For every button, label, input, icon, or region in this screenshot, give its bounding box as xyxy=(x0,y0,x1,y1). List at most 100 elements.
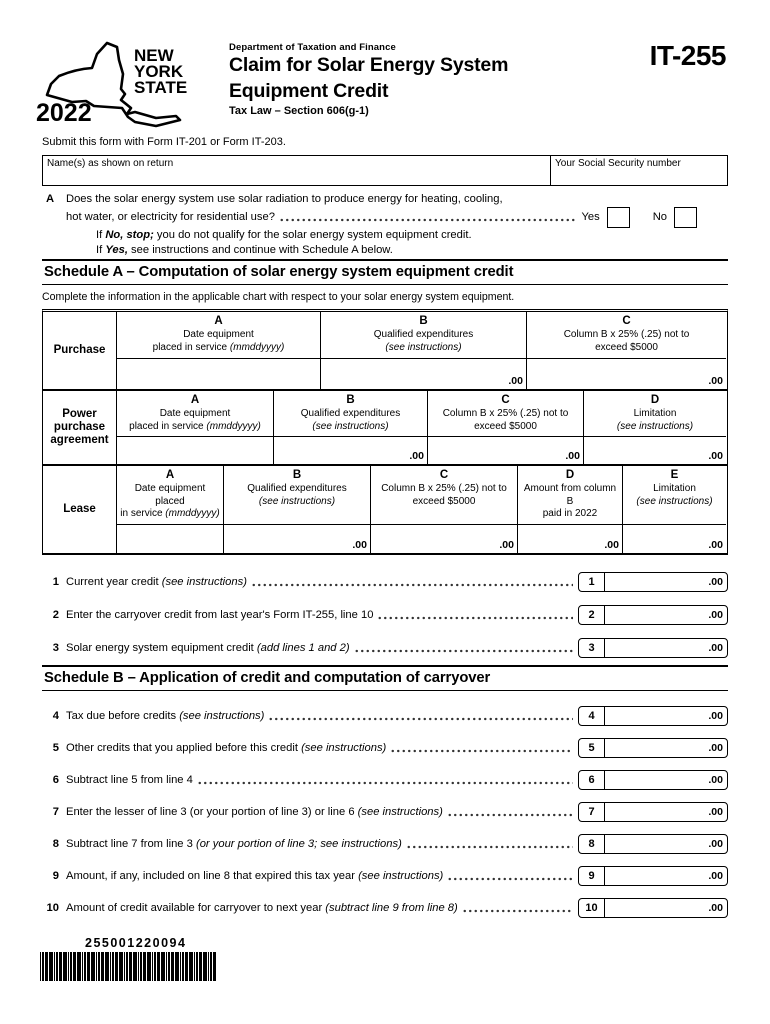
line-8: 8 Subtract line 7 from line 3 (or your p… xyxy=(42,834,728,854)
schedule-a-lines: 1 Current year credit (see instructions)… xyxy=(42,572,728,671)
line-10: 10 Amount of credit available for carryo… xyxy=(42,898,728,918)
lease-col-c-header: C Column B x 25% (.25) not to exceed $500… xyxy=(370,466,517,524)
line-9-label: Amount, if any, included on line 8 that … xyxy=(66,870,444,882)
ny-state-map-icon: NEW YORK STATE 2022 xyxy=(36,41,187,128)
line-5-box-number: 5 xyxy=(579,739,605,757)
dotted-leader xyxy=(250,582,573,587)
ppa-date-input[interactable] xyxy=(116,436,273,465)
nys-logo: NEW YORK STATE 2022 xyxy=(34,34,224,129)
line-7-box-number: 7 xyxy=(579,803,605,821)
ssn-field[interactable]: Your Social Security number xyxy=(550,156,727,185)
line-10-amount-box: 10 .00 xyxy=(578,898,728,918)
line-7-label: Enter the lesser of line 3 (or your port… xyxy=(66,806,443,818)
line-6-box-number: 6 xyxy=(579,771,605,789)
purchase-date-input[interactable] xyxy=(116,358,320,389)
line-5-amount-input[interactable]: .00 xyxy=(708,742,723,754)
ppa-col-d-header: D Limitation (see instructions) xyxy=(583,391,726,437)
line-6-amount-input[interactable]: .00 xyxy=(708,774,723,786)
ssn-field-label: Your Social Security number xyxy=(555,158,681,169)
line-7-amount-input[interactable]: .00 xyxy=(708,806,723,818)
line-8-number: 8 xyxy=(52,838,59,850)
purchase-expenditures-input[interactable]: .00 xyxy=(320,358,526,389)
tax-law-reference: Tax Law – Section 606(g-1) xyxy=(229,105,369,118)
line-8-amount-input[interactable]: .00 xyxy=(708,838,723,850)
line-5-number: 5 xyxy=(52,742,59,754)
dotted-leader xyxy=(377,615,573,620)
line-2-amount-input[interactable]: .00 xyxy=(708,609,723,621)
line-1-box-number: 1 xyxy=(579,573,605,591)
dotted-leader xyxy=(447,876,573,881)
line-8-amount-box: 8 .00 xyxy=(578,834,728,854)
purchase-col-c-header: C Column B x 25% (.25) not to exceed $500… xyxy=(526,312,726,358)
submit-instruction: Submit this form with Form IT-201 or For… xyxy=(42,136,286,148)
line-10-label: Amount of credit available for carryover… xyxy=(66,902,458,914)
name-field-label: Name(s) as shown on return xyxy=(47,158,174,169)
lease-expenditures-input[interactable]: .00 xyxy=(223,523,370,553)
line-6: 6 Subtract line 5 from line 4 6 .00 xyxy=(42,770,728,790)
line-5: 5 Other credits that you applied before … xyxy=(42,738,728,758)
line-8-label: Subtract line 7 from line 3 (or your por… xyxy=(66,838,402,850)
question-a-line1: Does the solar energy system use solar r… xyxy=(66,193,503,205)
purchase-credit-input[interactable]: .00 xyxy=(526,358,726,389)
line-2-amount-box: 2 .00 xyxy=(578,605,728,625)
lease-date-input[interactable] xyxy=(116,523,223,553)
purchase-col-a-header: A Date equipment placed in service (mmddy… xyxy=(116,312,320,358)
ppa-row-label: Power purchase agreement xyxy=(50,408,109,447)
line-2-number: 2 xyxy=(52,609,59,621)
lease-limitation-input[interactable]: .00 xyxy=(622,523,726,553)
svg-text:STATE: STATE xyxy=(134,78,187,97)
line-10-amount-input[interactable]: .00 xyxy=(708,902,723,914)
lease-credit-input[interactable]: .00 xyxy=(370,523,517,553)
line-7-number: 7 xyxy=(52,806,59,818)
line-9-amount-input[interactable]: .00 xyxy=(708,870,723,882)
line-6-amount-box: 6 .00 xyxy=(578,770,728,790)
dotted-leader xyxy=(405,844,573,849)
line-1-amount-input[interactable]: .00 xyxy=(708,576,723,588)
question-a-line2-text: hot water, or electricity for residentia… xyxy=(66,210,275,223)
question-a-note-yes: If Yes, see instructions and continue wi… xyxy=(96,243,393,256)
line-2-label: Enter the carryover credit from last yea… xyxy=(66,609,374,621)
ppa-limitation-input[interactable]: .00 xyxy=(583,436,726,465)
line-1-label: Current year credit (see instructions) xyxy=(66,576,247,588)
dotted-leader xyxy=(196,780,573,785)
line-7: 7 Enter the lesser of line 3 (or your po… xyxy=(42,802,728,822)
dotted-leader xyxy=(353,648,573,653)
dotted-leader xyxy=(446,812,573,817)
question-a-marker: A xyxy=(46,193,55,205)
lease-amount-paid-input[interactable]: .00 xyxy=(517,523,622,553)
purchase-col-b-header: B Qualified expenditures (see instruction… xyxy=(320,312,526,358)
no-label: No xyxy=(652,210,667,223)
line-4-box-number: 4 xyxy=(579,707,605,725)
schedule-b-heading: Schedule B – Application of credit and c… xyxy=(42,665,728,691)
lease-col-e-header: E Limitation (see instructions) xyxy=(622,466,726,524)
schedule-a-intro: Complete the information in the applicab… xyxy=(42,291,515,303)
yes-checkbox[interactable] xyxy=(606,206,630,228)
line-4-label: Tax due before credits (see instructions… xyxy=(66,710,265,722)
line-3-amount-input[interactable]: .00 xyxy=(708,642,723,654)
ppa-credit-input[interactable]: .00 xyxy=(427,436,583,465)
name-field[interactable]: Name(s) as shown on return xyxy=(43,156,550,185)
barcode-image xyxy=(40,952,216,981)
ppa-col-b-header: B Qualified expenditures (see instruction… xyxy=(273,391,427,437)
line-4: 4 Tax due before credits (see instructio… xyxy=(42,706,728,726)
line-1: 1 Current year credit (see instructions)… xyxy=(42,572,728,592)
form-title-line2: Equipment Credit xyxy=(229,79,389,102)
line-9: 9 Amount, if any, included on line 8 tha… xyxy=(42,866,728,886)
question-a-note-no: If No, stop; you do not qualify for the … xyxy=(96,228,472,241)
form-title-line1: Claim for Solar Energy System xyxy=(229,54,509,76)
ppa-expenditures-input[interactable]: .00 xyxy=(273,436,427,465)
line-1-number: 1 xyxy=(52,576,59,588)
dotted-leader xyxy=(461,908,573,913)
line-1-amount-box: 1 .00 xyxy=(578,572,728,592)
lease-col-b-header: B Qualified expenditures (see instruction… xyxy=(223,466,370,524)
purchase-table: Purchase A Date equipment placed in servi… xyxy=(42,309,728,391)
line-3-number: 3 xyxy=(52,642,59,654)
department-name: Department of Taxation and Finance xyxy=(229,42,396,53)
line-4-amount-input[interactable]: .00 xyxy=(708,710,723,722)
dotted-leader xyxy=(390,748,573,753)
line-5-amount-box: 5 .00 xyxy=(578,738,728,758)
no-checkbox[interactable] xyxy=(674,206,697,228)
line-3: 3 Solar energy system equipment credit (… xyxy=(42,638,728,658)
